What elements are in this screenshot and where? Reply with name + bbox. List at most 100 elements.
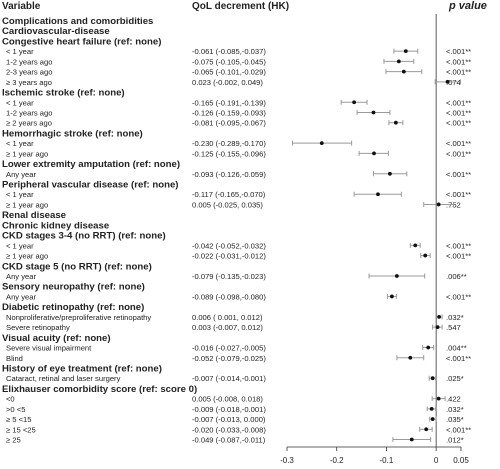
row-label: ≥ 25 <box>6 436 21 445</box>
pvalue-text: <.001** <box>446 119 471 128</box>
pvalue-text: <.001** <box>446 98 471 107</box>
x-tick-label: -0.3 <box>280 456 294 465</box>
point-estimate <box>371 110 376 115</box>
row-label: >0 <5 <box>6 405 25 414</box>
pvalue-text: <.001** <box>446 190 471 199</box>
row-label: ≥ 1 year ago <box>6 200 48 209</box>
point-estimate <box>445 79 450 84</box>
estimate-text: -0.230 (-0.289,-0.170) <box>192 139 266 148</box>
estimate-text: -0.061 (-0.085,-0.037) <box>192 47 266 56</box>
pvalue-text: .547 <box>446 323 461 332</box>
estimate-text: -0.075 (-0.105,-0.045) <box>192 57 266 66</box>
pvalue-text: .006** <box>446 272 467 281</box>
group-label: Ischemic stroke (ref: none) <box>2 88 125 99</box>
pvalue-text: .032* <box>446 405 464 414</box>
group-label: Sensory neuropathy (ref: none) <box>2 282 145 293</box>
point-estimate <box>372 151 376 156</box>
row-label: <0 <box>6 395 15 404</box>
row-label: Any year <box>6 272 36 281</box>
pvalue-text: <.001** <box>446 149 471 158</box>
point-estimate <box>426 345 431 350</box>
point-estimate <box>429 406 434 411</box>
row-label: < 1 year <box>6 139 34 148</box>
row-label: Any year <box>6 292 36 301</box>
estimate-text: -0.117 (-0.165,-0.070) <box>192 190 266 199</box>
row-label: ≥ 3 years ago <box>6 78 52 87</box>
x-tick-label: -0.2 <box>330 456 344 465</box>
point-estimate <box>423 253 428 258</box>
pvalue-text: <.001** <box>446 425 471 434</box>
row-label: < 1 year <box>6 47 34 56</box>
row-label: Cataract, retinal and laser surgery <box>6 374 121 383</box>
estimate-text: -0.125 (-0.155,-0.096) <box>192 149 266 158</box>
group-label: Congestive heart failure (ref: none) <box>2 36 161 47</box>
point-estimate <box>401 69 406 74</box>
estimate-text: -0.049 (-0.087,-0.011) <box>192 436 266 445</box>
row-label: ≥ 5 <15 <box>6 415 32 424</box>
row-label: Blind <box>6 354 23 363</box>
row-label: Severe retinopathy <box>6 323 70 332</box>
pvalue-text: <.001** <box>446 57 471 66</box>
row-label: 1-2 years ago <box>6 57 52 66</box>
pvalue-text: .035* <box>446 415 464 424</box>
point-estimate <box>393 120 398 125</box>
estimate-text: 0.005 (-0.025, 0.035) <box>192 200 263 209</box>
pvalue-text: .012* <box>446 436 464 445</box>
group-label: Visual acuity (ref: none) <box>2 333 111 344</box>
group-label: History of eye treatment (ref: none) <box>2 363 162 374</box>
estimate-text: -0.065 (-0.101,-0.029) <box>192 68 266 77</box>
x-axis: -0.3 -0.2 -0.1 0 0.05 <box>280 446 469 465</box>
group-label: CKD stage 5 (no RRT) (ref: none) <box>2 261 152 272</box>
point-estimate <box>430 417 435 421</box>
group-label: Hemorrhagic stroke (ref: none) <box>2 128 143 139</box>
pvalue-text: .032* <box>446 313 464 322</box>
pvalue-text: <.001** <box>446 292 471 301</box>
estimate-column-header: QoL decrement (HK) <box>192 1 289 12</box>
x-tick-label: 0.05 <box>453 456 469 465</box>
estimate-text: 0.005 (-0.008, 0.018) <box>192 395 263 404</box>
estimate-text: -0.007 (-0.013, 0.000) <box>192 415 266 424</box>
point-estimate <box>430 376 435 381</box>
row-label: Severe visual impairment <box>6 344 92 353</box>
row-label: ≥ 15 <25 <box>6 425 36 434</box>
point-estimate <box>376 192 380 197</box>
pvalue-text: <.001** <box>446 108 471 117</box>
estimate-text: -0.052 (-0.079,-0.025) <box>192 354 266 363</box>
point-estimate <box>435 325 440 329</box>
x-tick-label: -0.1 <box>380 456 394 465</box>
pvalue-text: .025* <box>446 374 464 383</box>
estimate-text: 0.006 ( 0.001, 0.012) <box>192 313 263 322</box>
section-label: Cardiovascular-disease <box>2 26 110 37</box>
x-tick-label: 0 <box>434 456 439 465</box>
section-label: Chronic kidney disease <box>2 220 109 231</box>
point-estimate <box>403 49 408 54</box>
pvalue-text: <.001** <box>446 252 471 261</box>
estimate-text: -0.042 (-0.052,-0.032) <box>192 241 266 250</box>
point-estimate <box>408 355 413 360</box>
pvalue-text: .422 <box>446 395 461 404</box>
point-estimate <box>396 59 401 64</box>
row-label: ≥ 2 years ago <box>6 119 52 128</box>
estimate-text: -0.020 (-0.033,-0.008) <box>192 425 266 434</box>
estimate-text: -0.089 (-0.098,-0.080) <box>192 292 266 301</box>
estimate-text: -0.022 (-0.031,-0.012) <box>192 252 266 261</box>
group-label: CKD stages 3-4 (no RRT) (ref: none) <box>2 231 166 242</box>
estimate-text: -0.007 (-0.014,-0.001) <box>192 374 266 383</box>
pvalue-text: .004** <box>446 344 467 353</box>
row-label: < 1 year <box>6 190 34 199</box>
point-estimate <box>409 437 414 442</box>
group-label: Elixhauser comorbidity score (ref: score… <box>2 384 197 395</box>
point-estimate <box>424 427 429 432</box>
section-label: Complications and comorbidities <box>2 16 153 27</box>
point-estimate <box>394 274 399 278</box>
estimate-text: 0.003 (-0.007, 0.012) <box>192 323 263 332</box>
estimate-text: -0.081 (-0.095,-0.067) <box>192 119 266 128</box>
group-label: Peripheral vascular disease (ref: none) <box>2 180 179 191</box>
pvalue-column-header: p value <box>448 0 487 12</box>
group-label: Lower extremity amputation (ref: none) <box>2 159 180 170</box>
group-label: Diabetic retinopathy (ref: none) <box>2 302 144 313</box>
section-label: Renal disease <box>2 210 66 221</box>
pvalue-text: <.001** <box>446 354 471 363</box>
row-label: Nonproliferative/preproliferative retino… <box>6 313 151 322</box>
pvalue-text: <.001** <box>446 139 471 148</box>
